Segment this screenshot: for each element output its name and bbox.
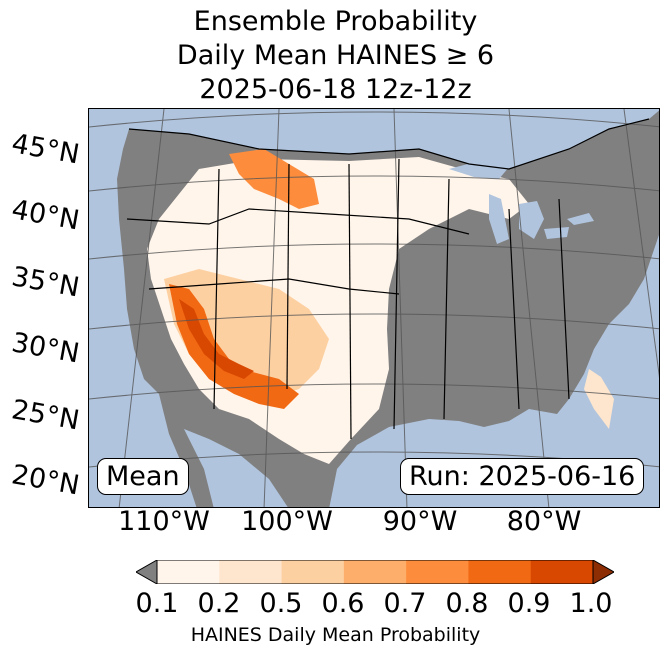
- colorbar-tick-0.9: 0.9: [507, 588, 551, 619]
- colorbar-label: HAINES Daily Mean Probability: [190, 624, 481, 646]
- colorbar-bin-5: [468, 560, 532, 584]
- run-box: Run: 2025-06-16: [400, 458, 645, 495]
- lon-label-80: 80°W: [506, 506, 582, 537]
- colorbar-bin-0: [157, 560, 220, 584]
- lat-label-40: 40°N: [9, 194, 82, 237]
- colorbar-tick-0.8: 0.8: [445, 588, 489, 619]
- graticule: [89, 109, 659, 507]
- colorbar-tick-1.0: 1.0: [569, 588, 613, 619]
- title-line-2: Daily Mean HAINES ≥ 6: [176, 40, 495, 71]
- colorbar-bin-2: [281, 560, 345, 584]
- colorbar-bin-4: [406, 560, 469, 584]
- colorbar-bin-1: [219, 560, 283, 584]
- colorbar-tick-0.7: 0.7: [383, 588, 427, 619]
- lat-label-20: 20°N: [9, 459, 82, 502]
- title-line-1: Ensemble Probability: [193, 6, 478, 37]
- colorbar-tick-0.2: 0.2: [197, 588, 241, 619]
- lon-label-110: 110°W: [118, 506, 210, 537]
- colorbar-bin-6: [530, 560, 594, 584]
- lat-label-30: 30°N: [9, 327, 82, 370]
- colorbar: [136, 560, 614, 584]
- lat-label-45: 45°N: [9, 128, 82, 171]
- lon-label-90: 90°W: [382, 506, 458, 537]
- lat-label-35: 35°N: [9, 261, 82, 304]
- probability-map: [88, 108, 660, 508]
- great-lakes: [449, 161, 594, 244]
- colorbar-over-triangle: [592, 560, 614, 584]
- lat-label-25: 25°N: [9, 394, 82, 437]
- colorbar-frame: [156, 560, 594, 584]
- colorbar-bin-3: [343, 560, 407, 584]
- boundaries: [126, 118, 650, 440]
- colorbar-tick-0.6: 0.6: [321, 588, 365, 619]
- colorbar-under-triangle: [136, 560, 158, 584]
- lon-label-100: 100°W: [241, 506, 333, 537]
- very-high-probability-core: [179, 299, 254, 379]
- colorbar-tick-0.5: 0.5: [259, 588, 303, 619]
- map-canvas: [89, 109, 659, 507]
- florida-low: [584, 369, 614, 429]
- high-probability-southwest: [169, 284, 299, 409]
- title-line-3: 2025-06-18 12z-12z: [199, 74, 472, 105]
- stat-box: Mean: [97, 458, 189, 495]
- high-probability-north: [229, 149, 319, 209]
- colorbar-tick-0.1: 0.1: [135, 588, 179, 619]
- baja-peninsula: [159, 394, 214, 507]
